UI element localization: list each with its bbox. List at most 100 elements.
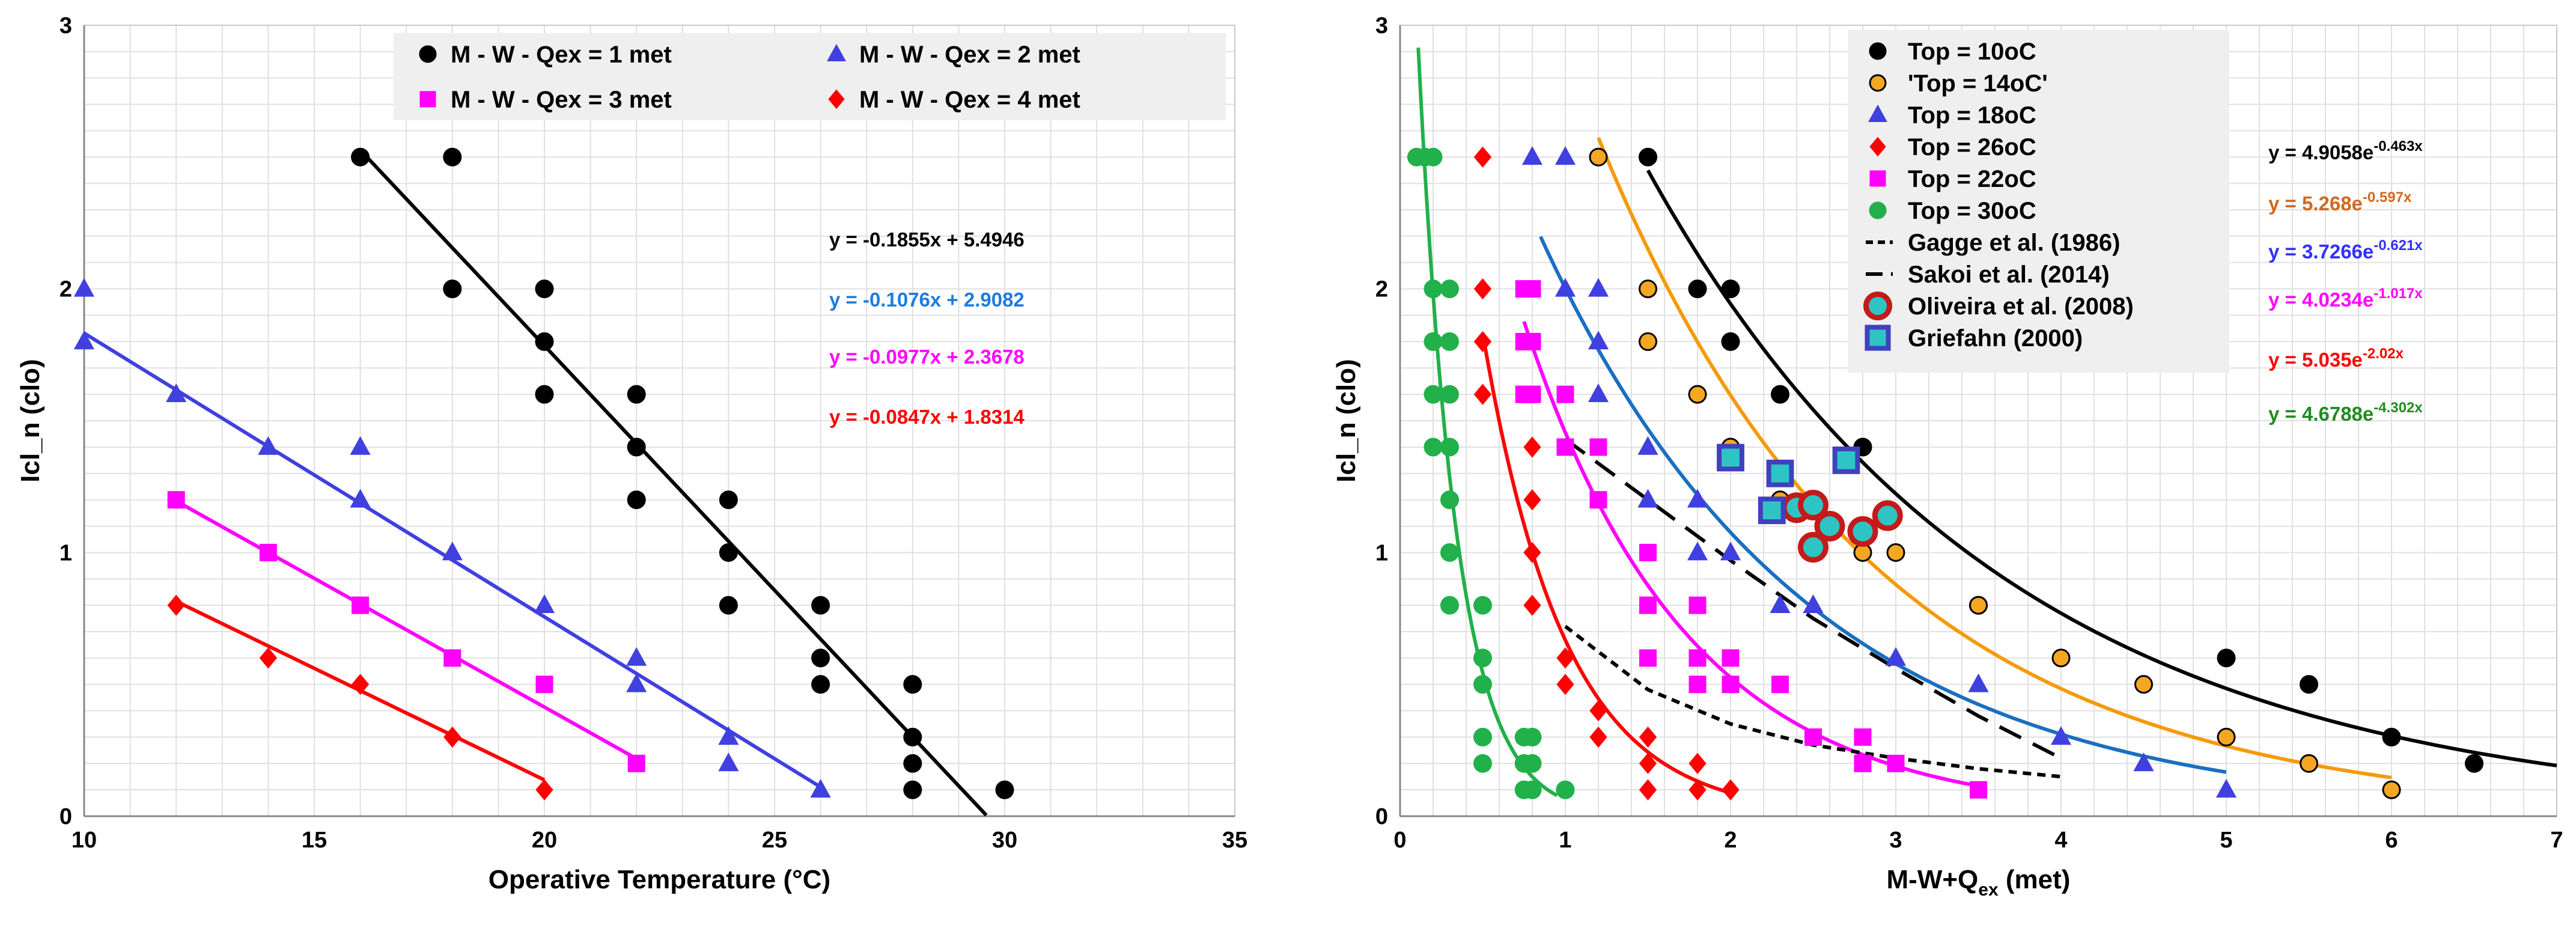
legend-label: Oliveira et al. (2008) <box>1908 293 2134 320</box>
equation-exponent: -0.597x <box>2363 189 2412 206</box>
square-point <box>1771 676 1789 694</box>
square-point <box>1854 754 1872 772</box>
legend-marker <box>1869 42 1887 60</box>
circle-point <box>1473 727 1492 746</box>
y-tick-label: 2 <box>59 277 72 302</box>
x-tick-label: 7 <box>2550 828 2563 853</box>
diamond-point <box>1523 436 1541 458</box>
circle-point <box>535 332 554 351</box>
circle-point <box>2217 649 2236 668</box>
circle-point <box>903 727 922 746</box>
legend-label: Top = 30oC <box>1908 198 2036 224</box>
legend-label: Griefahn (2000) <box>1908 325 2083 352</box>
triangle-point <box>1554 146 1576 165</box>
triangle-point <box>1687 489 1708 508</box>
triangle-point <box>350 489 371 508</box>
circle-point <box>811 596 830 615</box>
circle-point <box>627 490 646 510</box>
triangle-point <box>166 383 187 403</box>
legend-label: M - W - Qex = 1 met <box>451 41 672 68</box>
square-point <box>627 754 645 772</box>
circle-point <box>2382 780 2401 799</box>
legend-label: Top = 22oC <box>1908 166 2036 192</box>
x-tick-label: 10 <box>72 828 97 853</box>
circle-point <box>627 438 646 457</box>
equation-base: y = 4.6788e <box>2268 403 2374 425</box>
triangle-point <box>1588 383 1609 403</box>
circle-point <box>1771 385 1789 404</box>
circle-point <box>535 385 554 404</box>
legend-label: 'Top = 14oC' <box>1908 70 2048 97</box>
circle-point <box>1440 543 1459 562</box>
square-point <box>167 491 185 509</box>
square-point <box>1589 491 1607 509</box>
legend-marker <box>419 91 436 108</box>
equation-exponent: -2.02x <box>2363 346 2404 362</box>
triangle-point <box>1554 278 1576 297</box>
diamond-point <box>1589 726 1607 748</box>
triangle-point <box>1803 594 1824 613</box>
legend-label: Sakoi et al. (2014) <box>1908 261 2110 288</box>
square-point <box>535 676 553 694</box>
trendline <box>175 499 638 760</box>
circle-point <box>2300 675 2318 694</box>
circle-point <box>1423 147 1443 166</box>
circle-point <box>1688 279 1707 299</box>
square-outline-point <box>1717 444 1744 472</box>
diamond-point <box>167 594 185 616</box>
circle-point <box>1440 332 1459 351</box>
circle-point <box>627 385 646 404</box>
circle-point <box>1514 727 1533 746</box>
ring-point <box>1798 489 1828 520</box>
x-tick-label: 15 <box>302 828 327 853</box>
square-point <box>1639 543 1657 561</box>
trend-curve <box>1646 169 2557 768</box>
square-point <box>1854 728 1872 746</box>
x-axis-label: M-W+Qex (met) <box>1887 865 2071 900</box>
equation-label: y = 4.9058e-0.463x <box>2268 138 2423 163</box>
triangle-point <box>534 594 555 613</box>
square-point <box>259 543 277 561</box>
triangle-point <box>1720 542 1741 561</box>
circle-point <box>1423 332 1443 351</box>
circle-point <box>1639 279 1657 299</box>
circle-point <box>1423 279 1443 299</box>
y-tick-label: 0 <box>59 804 72 829</box>
x-tick-label: 6 <box>2385 828 2398 853</box>
y-tick-label: 1 <box>59 540 72 566</box>
legend-label: Top = 18oC <box>1908 102 2036 129</box>
circle-point <box>2217 727 2236 746</box>
circle-point <box>1556 780 1575 799</box>
chart-panel-1: 10 15 20 25 30 35 0 1 2 3 Icl_n (clo) Operative Tem… <box>16 13 1247 894</box>
circle-point <box>2134 675 2153 694</box>
y-tick-label: 2 <box>1375 277 1388 302</box>
equation-label: y = 5.268e-0.597x <box>2268 189 2412 215</box>
triangle-point <box>1637 489 1658 508</box>
square-point <box>1523 280 1541 298</box>
triangle-point <box>442 542 463 561</box>
diamond-point <box>1473 146 1492 168</box>
square-point <box>1639 649 1657 667</box>
legend-label: M - W - Qex = 4 met <box>859 87 1080 113</box>
equation-base: y = 3.7266e <box>2268 240 2374 263</box>
circle-point <box>1639 147 1657 166</box>
diamond-point <box>1523 542 1541 563</box>
triangle-point <box>1687 542 1708 561</box>
triangle-point <box>1588 331 1609 350</box>
circle-point <box>1473 754 1492 773</box>
triangle-point <box>1637 436 1658 455</box>
square-point <box>1722 649 1740 667</box>
square-outline-point <box>1766 459 1794 487</box>
equation-base: y = 4.0234e <box>2268 288 2374 311</box>
diamond-point <box>443 726 461 748</box>
triangle-point <box>626 673 647 692</box>
circle-point <box>535 279 554 299</box>
triangle-point <box>626 647 647 666</box>
circle-point <box>1639 332 1657 351</box>
equation-base: y = 5.268e <box>2268 192 2363 215</box>
diamond-point <box>1473 278 1492 300</box>
triangle-point <box>2050 726 2072 745</box>
diamond-point <box>1473 383 1492 405</box>
equation-label: y = -0.1855x + 5.4946 <box>829 228 1025 251</box>
circle-point <box>1721 279 1740 299</box>
